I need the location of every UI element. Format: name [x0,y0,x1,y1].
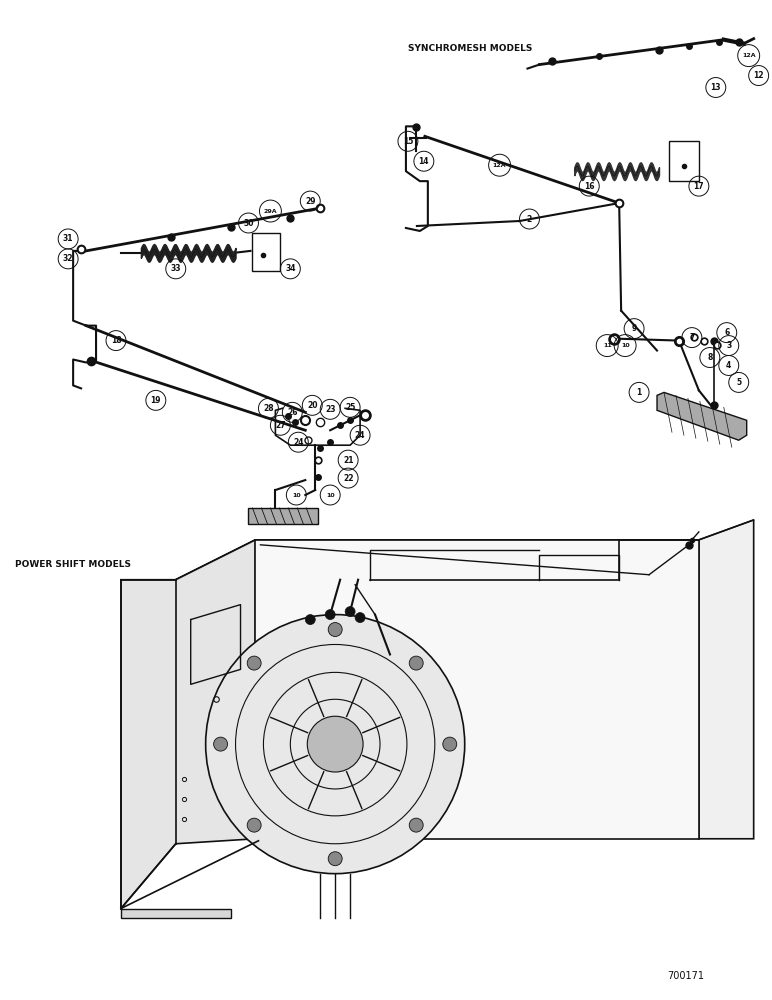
Polygon shape [657,392,747,440]
Circle shape [214,737,228,751]
Text: 8: 8 [707,353,713,362]
Text: 10: 10 [621,343,629,348]
Text: 31: 31 [63,234,73,243]
Circle shape [409,818,423,832]
Text: 4: 4 [726,361,731,370]
Text: 10: 10 [292,493,300,498]
Text: 3: 3 [726,341,731,350]
Text: 17: 17 [693,182,704,191]
Text: 11: 11 [603,343,611,348]
Circle shape [307,716,363,772]
Text: 19: 19 [151,396,161,405]
Text: 32: 32 [63,254,73,263]
Text: 29A: 29A [263,209,277,214]
Bar [669,141,699,181]
Text: 18: 18 [110,336,121,345]
Circle shape [325,610,335,620]
Polygon shape [121,540,256,909]
Polygon shape [256,540,699,839]
Circle shape [443,737,457,751]
Polygon shape [176,540,256,844]
Bar [252,233,280,271]
Text: 24: 24 [293,438,303,447]
Polygon shape [699,520,753,839]
Text: 12A: 12A [742,53,756,58]
Circle shape [409,656,423,670]
Text: 26: 26 [287,408,297,417]
Text: 29: 29 [305,197,316,206]
Text: 15: 15 [403,137,413,146]
Text: 30: 30 [243,219,254,228]
Circle shape [205,615,465,874]
Text: 16: 16 [584,182,594,191]
Text: 9: 9 [631,324,637,333]
Text: 12A: 12A [493,163,506,168]
Circle shape [355,613,365,623]
Circle shape [345,607,355,617]
Circle shape [328,852,342,866]
Text: 22: 22 [343,474,354,483]
Text: 23: 23 [325,405,336,414]
Polygon shape [249,508,318,524]
Circle shape [247,656,261,670]
Circle shape [305,615,315,625]
Text: 2: 2 [527,215,532,224]
Text: 6: 6 [724,328,730,337]
Text: 28: 28 [263,404,274,413]
Text: 24: 24 [355,431,365,440]
Text: 21: 21 [343,456,354,465]
Polygon shape [176,540,699,580]
Circle shape [247,818,261,832]
Text: SYNCHROMESH MODELS: SYNCHROMESH MODELS [408,44,532,53]
Text: 7: 7 [689,333,695,342]
Text: POWER SHIFT MODELS: POWER SHIFT MODELS [15,560,131,569]
Text: 33: 33 [171,264,181,273]
Polygon shape [121,909,231,918]
Circle shape [328,623,342,637]
Text: 20: 20 [307,401,317,410]
Text: 5: 5 [736,378,741,387]
Text: 27: 27 [275,421,286,430]
Text: 1: 1 [636,388,642,397]
Text: 14: 14 [418,157,429,166]
Text: 10: 10 [326,493,334,498]
Text: 25: 25 [345,403,355,412]
Text: 12: 12 [753,71,764,80]
Text: 13: 13 [710,83,721,92]
Text: 34: 34 [285,264,296,273]
Text: 700171: 700171 [667,971,704,981]
